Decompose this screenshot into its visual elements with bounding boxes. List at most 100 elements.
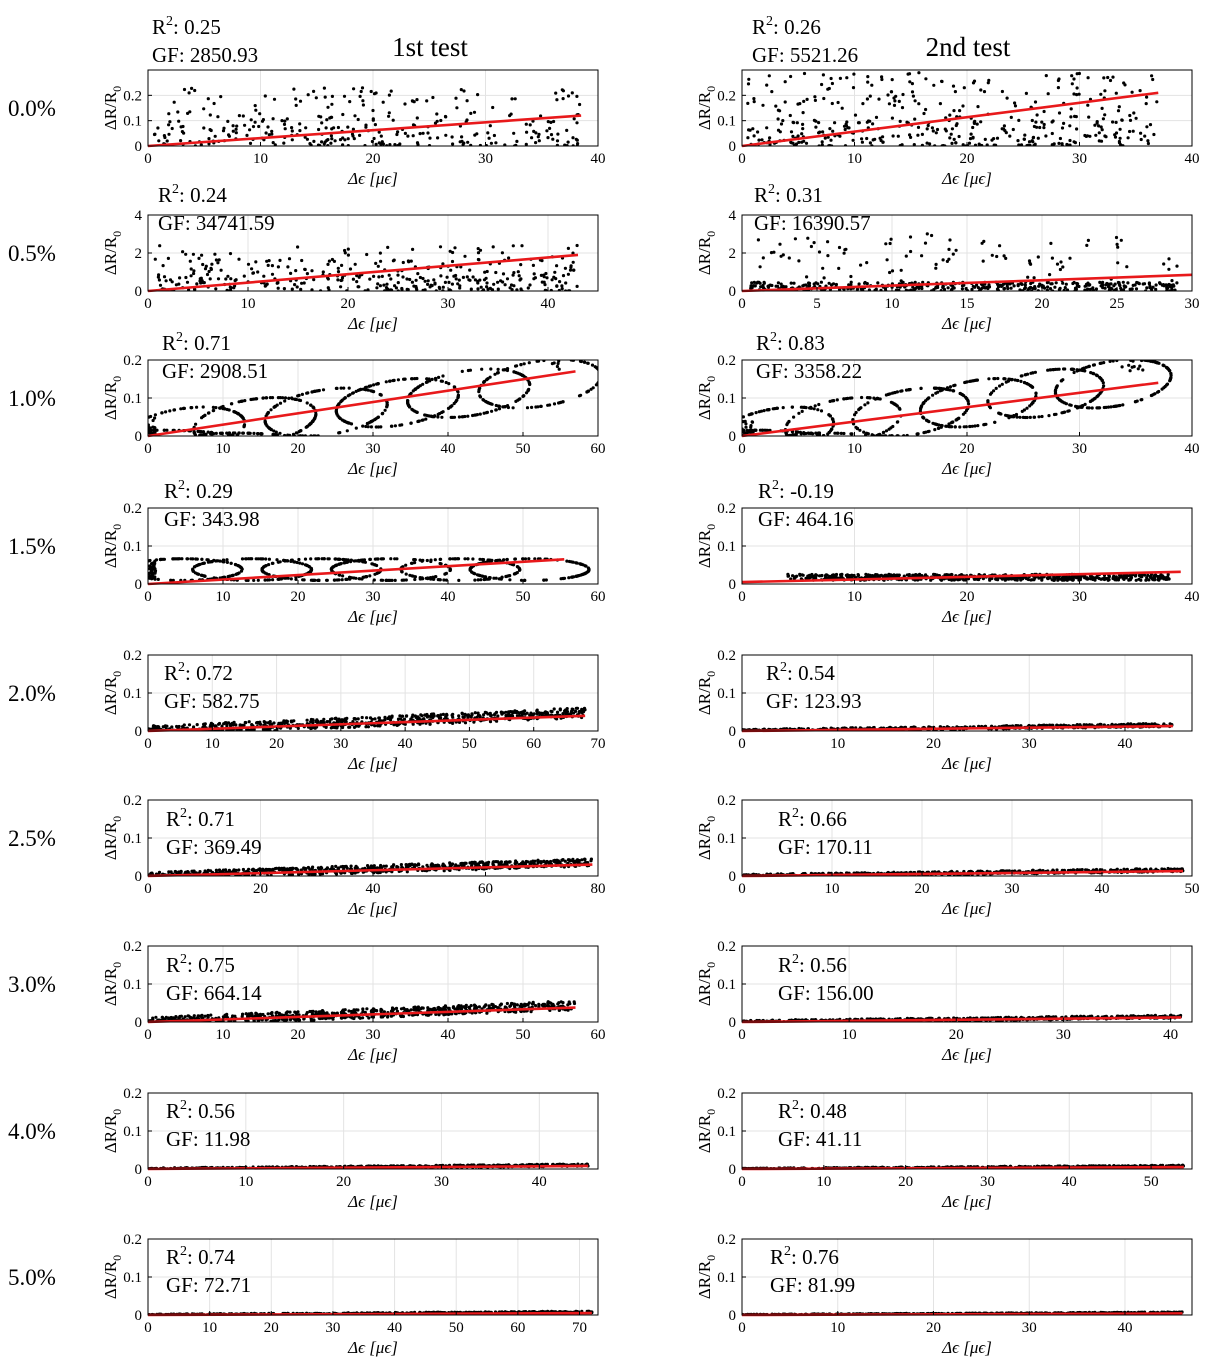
data-point — [190, 86, 194, 90]
data-point — [211, 409, 215, 413]
data-point — [461, 275, 465, 279]
data-point — [276, 560, 280, 564]
data-point — [1032, 143, 1036, 146]
data-point — [1038, 125, 1042, 130]
data-point — [237, 114, 241, 118]
data-point — [312, 278, 316, 282]
data-point — [1036, 255, 1040, 259]
y-tick-label: 0 — [729, 429, 737, 445]
data-point — [1068, 256, 1072, 260]
data-point — [1167, 267, 1171, 271]
data-point — [554, 91, 558, 95]
data-point — [162, 557, 166, 561]
data-point — [487, 558, 491, 562]
data-point — [995, 287, 1000, 291]
data-point — [789, 74, 793, 79]
data-point — [278, 401, 283, 405]
data-point — [387, 114, 391, 118]
data-point — [264, 557, 268, 561]
x-axis-label: Δϵ [μϵ] — [941, 169, 992, 188]
data-point — [243, 123, 247, 127]
x-tick-label: 10 — [241, 296, 256, 312]
x-tick-label: 30 — [366, 441, 381, 457]
data-point — [1005, 284, 1009, 288]
data-point — [1019, 379, 1023, 383]
data-point — [1111, 120, 1115, 124]
data-point — [400, 288, 404, 291]
data-point — [336, 125, 340, 130]
data-point — [1106, 284, 1110, 289]
data-point — [546, 403, 550, 407]
data-point — [912, 143, 916, 146]
data-point — [337, 578, 341, 582]
data-point — [519, 263, 523, 267]
data-point — [378, 251, 382, 255]
data-point — [568, 268, 573, 272]
data-point — [1146, 139, 1150, 143]
data-point — [393, 424, 397, 428]
data-point — [352, 137, 356, 141]
row-label: 0.5% — [8, 241, 56, 266]
data-point — [839, 431, 843, 435]
data-point — [413, 577, 417, 582]
y-tick-label: 0.2 — [123, 353, 142, 369]
data-point — [1016, 139, 1020, 143]
data-point — [450, 259, 455, 264]
data-point — [1002, 124, 1007, 128]
data-point — [761, 103, 765, 107]
data-point — [1058, 398, 1062, 402]
data-point — [484, 276, 488, 280]
data-point — [1028, 415, 1032, 419]
data-point — [1022, 137, 1026, 141]
x-tick-label: 0 — [738, 296, 746, 312]
data-point — [788, 113, 792, 118]
data-point — [374, 425, 378, 429]
data-point — [1078, 368, 1082, 372]
data-point — [437, 285, 441, 289]
row-label: 1.0% — [8, 386, 56, 411]
data-point — [175, 557, 179, 561]
data-point — [153, 413, 157, 417]
data-point — [355, 280, 359, 284]
data-point — [348, 725, 352, 729]
data-point — [1086, 287, 1090, 291]
data-point — [536, 135, 540, 139]
data-point — [443, 280, 447, 284]
data-point — [148, 415, 151, 419]
data-point — [783, 80, 787, 84]
data-point — [294, 431, 298, 435]
data-point — [566, 246, 571, 250]
data-point — [917, 71, 921, 75]
data-point — [1081, 368, 1085, 373]
data-point — [216, 261, 220, 265]
data-point — [172, 100, 176, 104]
x-tick-label: 0 — [144, 441, 152, 457]
data-point — [337, 557, 341, 561]
data-point — [240, 567, 244, 571]
data-point — [418, 558, 422, 562]
data-point — [980, 241, 984, 245]
data-point — [164, 279, 168, 283]
data-point — [1093, 123, 1097, 127]
data-point — [448, 249, 452, 253]
data-point — [200, 416, 204, 420]
data-point — [569, 265, 573, 269]
data-point — [762, 409, 766, 413]
data-point — [753, 428, 757, 432]
data-point — [1106, 405, 1111, 409]
data-point — [797, 411, 801, 415]
data-point — [213, 252, 217, 256]
data-point — [229, 288, 233, 291]
y-axis-label: ΔR/R0 — [695, 524, 718, 568]
y-axis-label: ΔR/R0 — [101, 524, 124, 568]
data-point — [244, 557, 248, 561]
data-point — [262, 274, 266, 278]
data-point — [1031, 286, 1035, 290]
data-point — [382, 283, 386, 287]
data-point — [934, 262, 938, 266]
data-point — [393, 143, 397, 146]
data-point — [452, 274, 456, 278]
data-point — [560, 284, 564, 288]
data-point — [1162, 262, 1166, 266]
x-tick-label: 0 — [144, 589, 152, 605]
